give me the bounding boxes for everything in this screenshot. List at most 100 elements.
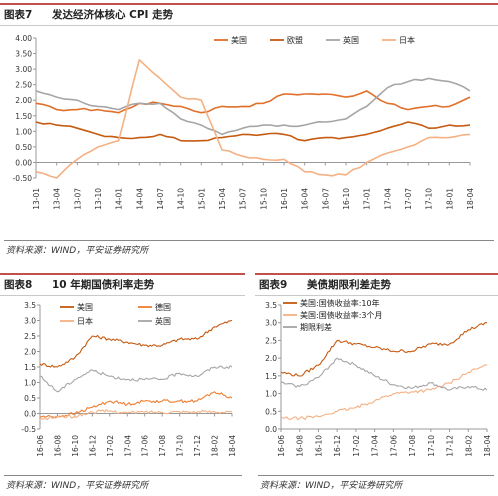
fig7-xtick-label: 13-01 (32, 188, 41, 210)
fig9-xtick-label: 18-02 (464, 435, 473, 457)
fig9-ytick-label: 0.0 (265, 425, 277, 434)
fig8-ytick-label: 3.0 (24, 317, 36, 326)
fig7-ytick-label: 2.50 (15, 81, 32, 90)
fig9-xtick-label: 16-12 (333, 435, 342, 457)
fig7-xtick-label: 16-04 (301, 188, 310, 210)
fig7-legend-label: 美国 (231, 35, 247, 45)
fig9-xtick-label: 17-04 (371, 435, 380, 457)
fig7-legend-label: 英国 (343, 35, 359, 45)
fig8-xtick-label: 17-08 (158, 435, 167, 457)
fig9-source: 资料来源：WIND，平安证券研究所 (260, 481, 403, 491)
fig9-ytick-label: 1.0 (265, 390, 277, 399)
fig7-ytick-label: 0.50 (15, 143, 32, 152)
fig7-xtick-label: 17-10 (425, 188, 434, 210)
fig8-series-line (39, 391, 233, 419)
fig9-legend-label: 美国:国债收益率:10年 (300, 298, 380, 308)
fig7-xtick-label: 13-07 (73, 188, 82, 210)
fig7-xtick-label: 18-01 (445, 188, 454, 210)
fig8-legend-label: 美国 (77, 302, 93, 312)
fig9-xtick-label: 17-08 (408, 435, 417, 457)
fig8-xtick-label: 16-12 (88, 435, 97, 457)
fig9-ytick-label: 3.5 (265, 301, 277, 310)
fig9-series-line (280, 322, 488, 377)
fig8-chart: 3.5 3.0 2.5 2.0 1.5 1.0 0.5 0.0 -0.516-06 16-08 16… (21, 301, 237, 457)
fig7-xtick-label: 14-04 (135, 188, 144, 210)
fig9-legend-label: 美国:国债收益率:3个月 (300, 310, 382, 320)
fig9-xtick-label: 16-10 (314, 435, 323, 457)
fig8-ytick-label: 0.0 (24, 410, 36, 419)
fig8-xtick-label: 17-12 (193, 435, 202, 457)
fig7-series-line (35, 90, 471, 114)
fig8-ytick-label: 0.5 (24, 394, 36, 403)
fig8-xtick-label: 16-08 (53, 435, 62, 457)
fig7-xtick-label: 16-10 (342, 188, 351, 210)
fig8-legend-label: 英国 (155, 316, 171, 326)
fig7-ytick-label: 2.00 (15, 96, 32, 105)
fig8-source-rule (4, 475, 242, 476)
fig9-ytick-label: 2.0 (265, 354, 277, 363)
fig8-ytick-label: 3.5 (24, 301, 36, 310)
fig7-xtick-label: 14-07 (156, 188, 165, 210)
fig7-xtick-label: 14-10 (177, 188, 186, 210)
fig7-xtick-label: 13-04 (53, 188, 62, 210)
fig7-title: 发达经济体核心 CPI 走势 (52, 9, 174, 21)
fig7-series-line (35, 121, 471, 142)
fig9-xtick-label: 17-02 (352, 435, 361, 457)
fig8-ytick-label: 1.0 (24, 379, 36, 388)
fig7-xtick-label: 17-07 (404, 188, 413, 210)
fig8-xtick-label: 17-10 (176, 435, 185, 457)
fig7-xtick-label: 16-07 (321, 188, 330, 210)
fig9-xtick-label: 18-04 (483, 435, 492, 457)
fig9-xtick-label: 16-06 (277, 435, 286, 457)
fig7-ytick-label: 4.00 (15, 34, 32, 43)
fig9-ytick-label: 3.0 (265, 319, 277, 328)
fig8-series-line (39, 365, 233, 393)
fig7-ytick-label: 1.50 (15, 112, 32, 121)
fig9-xtick-label: 16-08 (296, 435, 305, 457)
fig8-xtick-label: 17-06 (141, 435, 150, 457)
fig8-xtick-label: 18-02 (211, 435, 220, 457)
fig7-xtick-label: 15-10 (259, 188, 268, 210)
fig9-ytick-label: 0.5 (265, 407, 277, 416)
fig9-legend-label: 期限利差 (300, 322, 332, 332)
fig9-series-line (280, 364, 488, 421)
fig7-ytick-label: -0.50 (13, 174, 33, 183)
fig7-xtick-label: 15-07 (239, 188, 248, 210)
fig7-number: 图表7 (4, 9, 33, 21)
fig7-xtick-label: 17-01 (363, 188, 372, 210)
fig8-xtick-label: 18-04 (228, 435, 237, 457)
fig7-xtick-label: 18-04 (466, 188, 475, 210)
fig8-title-bar: 图表8 10 年期国债利率走势 (0, 273, 245, 296)
fig7-source: 资料来源：WIND，平安证券研究所 (6, 246, 149, 256)
fig7-ytick-label: 0.00 (15, 158, 32, 167)
fig9-xtick-label: 17-06 (389, 435, 398, 457)
fig8-ytick-label: 1.5 (24, 363, 36, 372)
fig7-ytick-label: 3.00 (15, 65, 32, 74)
fig7-xtick-label: 13-10 (94, 188, 103, 210)
fig8-xtick-label: 16-10 (71, 435, 80, 457)
fig9-series-line (280, 357, 488, 391)
fig7-xtick-label: 15-04 (218, 188, 227, 210)
fig8-source: 资料来源：WIND，平安证券研究所 (6, 481, 149, 491)
fig8-ytick-label: -0.5 (21, 425, 36, 434)
fig7-xtick-label: 14-01 (115, 188, 124, 210)
fig7-title-bar: 图表7 发达经济体核心 CPI 走势 (0, 3, 498, 26)
fig7-ytick-label: 1.00 (15, 127, 32, 136)
fig7-xtick-label: 15-01 (197, 188, 206, 210)
fig8-ytick-label: 2.5 (24, 332, 36, 341)
fig9-ytick-label: 2.5 (265, 336, 277, 345)
fig7-series-line (35, 59, 471, 179)
fig7-xtick-label: 17-04 (383, 188, 392, 210)
fig9-number: 图表9 (259, 279, 288, 291)
fig8-xtick-label: 16-06 (36, 435, 45, 457)
fig7-ytick-label: 3.50 (15, 50, 32, 59)
fig8-xtick-label: 17-02 (106, 435, 115, 457)
fig9-chart: 3.5 3.0 2.5 2.0 1.5 1.0 0.5 0.016-06 16-08 16-10 1… (265, 298, 492, 457)
fig8-ytick-label: 2.0 (24, 348, 36, 357)
fig7-xtick-label: 16-01 (280, 188, 289, 210)
fig8-legend-label: 日本 (77, 316, 93, 326)
fig8-legend-label: 德国 (155, 302, 171, 312)
fig7-source-rule (4, 240, 494, 241)
fig8-series-line (39, 319, 233, 368)
fig9-title: 美债期限利差走势 (307, 279, 391, 291)
